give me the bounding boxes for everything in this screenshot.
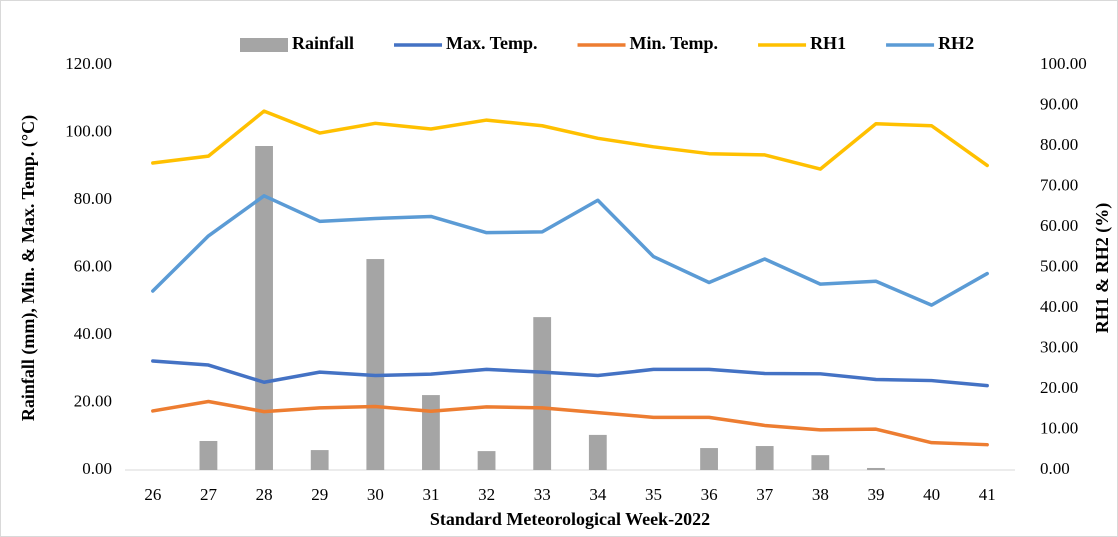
legend-label: Min. Temp. [630, 33, 719, 53]
line [151, 359, 989, 388]
legend-label: RH2 [938, 33, 974, 53]
legend-label: Max. Temp. [446, 33, 538, 53]
x-tick-label: 33 [534, 485, 551, 504]
y2-tick-label: 80.00 [1040, 135, 1078, 154]
y-tick-label: 120.00 [65, 54, 112, 73]
bar [366, 259, 385, 470]
y2-tick-label: 60.00 [1040, 216, 1078, 235]
bar [477, 451, 496, 470]
y2-tick-label: 10.00 [1040, 418, 1078, 437]
x-tick-label: 27 [200, 485, 218, 504]
x-tick-label: 39 [867, 485, 884, 504]
bar [255, 146, 273, 470]
x-tick-label: 32 [478, 485, 495, 504]
x-tick-label: 35 [645, 485, 662, 504]
y2-tick-label: 90.00 [1040, 94, 1078, 113]
y-tick-label: 40.00 [74, 324, 112, 343]
y-tick-label: 60.00 [74, 256, 112, 275]
y2-tick-label: 0.00 [1040, 459, 1070, 478]
line [151, 399, 989, 447]
y2-tick-label: 20.00 [1040, 378, 1078, 397]
bar [700, 448, 718, 470]
bar [533, 317, 552, 470]
x-tick-label: 29 [311, 485, 328, 504]
bar [867, 467, 885, 470]
y-axis-title: Rainfall (mm), Min. & Max. Temp. (°C) [18, 115, 39, 421]
bar [588, 434, 607, 470]
x-tick-label: 37 [756, 485, 774, 504]
x-tick-label: 40 [923, 485, 940, 504]
y2-tick-label: 70.00 [1040, 175, 1078, 194]
x-tick-label: 30 [367, 485, 384, 504]
bar [199, 440, 218, 470]
y-tick-label: 20.00 [74, 391, 112, 410]
x-tick-label: 34 [589, 485, 607, 504]
x-tick-label: 31 [422, 485, 439, 504]
legend-swatch [240, 38, 288, 52]
line [151, 194, 989, 307]
bar [422, 395, 440, 470]
y2-axis-title: RH1 & RH2 (%) [1092, 203, 1113, 333]
line [151, 109, 989, 171]
bar [755, 446, 774, 470]
x-tick-label: 41 [979, 485, 996, 504]
y-tick-label: 80.00 [74, 189, 112, 208]
x-tick-label: 36 [701, 485, 718, 504]
y2-tick-label: 50.00 [1040, 256, 1078, 275]
y-tick-label: 0.00 [82, 459, 112, 478]
bar [811, 455, 830, 470]
y-tick-label: 100.00 [65, 121, 112, 140]
x-axis-title: Standard Meteorological Week-2022 [430, 509, 710, 529]
y2-tick-label: 30.00 [1040, 337, 1078, 356]
y2-tick-label: 40.00 [1040, 297, 1078, 316]
legend-label: Rainfall [292, 33, 354, 53]
y2-tick-label: 100.00 [1040, 54, 1087, 73]
legend-label: RH1 [810, 33, 846, 53]
bar [310, 450, 329, 470]
x-tick-label: 38 [812, 485, 829, 504]
x-tick-label: 26 [144, 485, 161, 504]
x-tick-label: 28 [256, 485, 273, 504]
